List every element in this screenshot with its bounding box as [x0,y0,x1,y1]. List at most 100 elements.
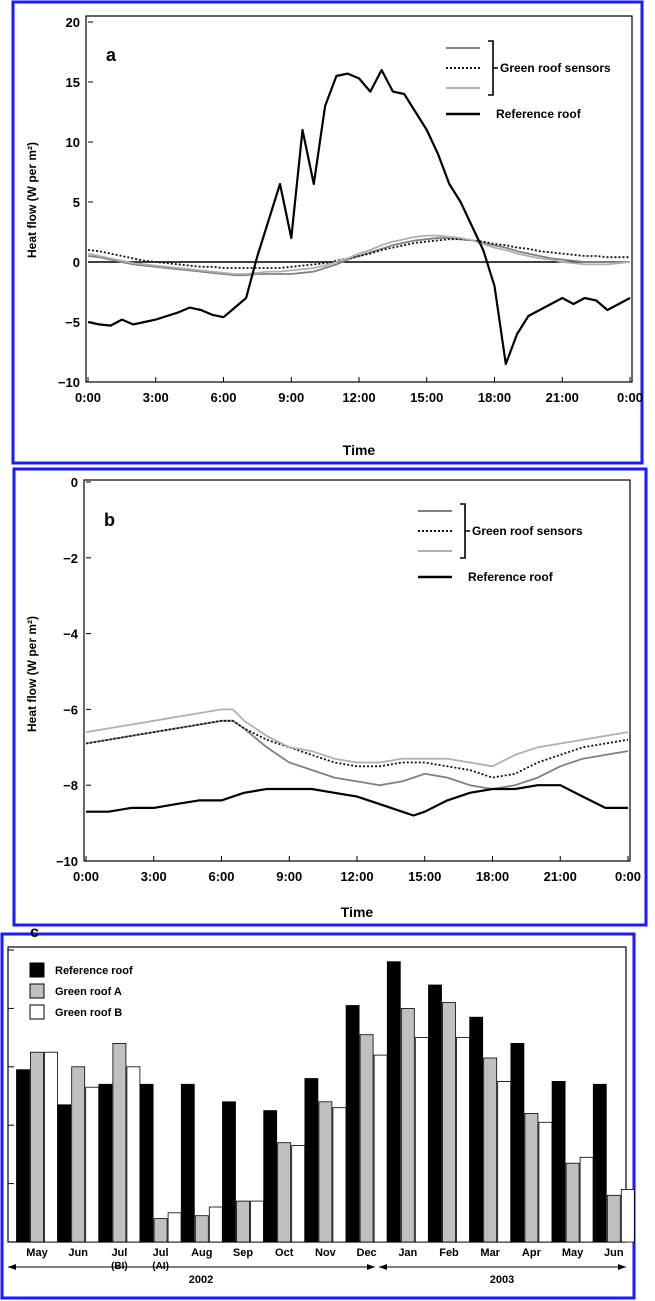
year-label: 2002 [189,1274,213,1286]
panel-b: b Heat flow (W per m²) Time Green roof s… [12,467,648,927]
series-line-green-2 [85,719,629,779]
legend-label-green: Green roof sensors [500,61,611,75]
bar-green-roof-a [194,1215,209,1243]
bar-green-roof-a [524,1113,539,1243]
bar-green-roof-b [497,1081,512,1243]
x-tick-label: 3:00 [143,390,169,405]
panel-c: c Reference roof Green roof A Green roof B… [0,924,636,1300]
x-tick-label: 0:00 [617,390,643,405]
bar-reference-roof [428,984,442,1243]
y-axis-label: Heat flow (W per m²) [25,142,39,258]
legend-swatch [29,962,45,978]
y-tick-label: 10 [66,135,80,150]
legend-label: Green roof A [55,986,122,998]
bar-green-roof-b [579,1156,594,1243]
bar-green-roof-a [236,1200,250,1243]
bar-reference-roof [304,1078,319,1243]
x-tick-label: 9:00 [276,869,302,884]
x-tick-label: Sep [233,1247,253,1259]
bar-reference-roof [98,1083,113,1243]
x-tick-label: Dec [357,1247,377,1259]
bar-green-roof-b [167,1212,182,1243]
legend-swatch [29,983,45,999]
x-tick-label: 15:00 [408,869,441,884]
series-line-green-1 [85,719,629,790]
series-line-green-3 [87,234,631,275]
legend-label: Reference roof [55,965,133,977]
y-tick-label: −5 [65,315,80,330]
x-tick-label: Nov [315,1247,337,1259]
bar-green-roof-b [208,1206,223,1243]
x-tick-label: Feb [439,1247,459,1259]
x-tick-label: May [26,1247,48,1259]
y-tick-label: 15 [66,75,80,90]
panel-label-a: a [106,45,117,65]
x-tick-label: Jun [68,1247,88,1259]
x-tick-label: 12:00 [340,869,373,884]
bar-green-roof-b [332,1107,347,1243]
legend: Green roof sensors Reference roof [418,503,583,584]
bar-green-roof-a [277,1142,292,1243]
panel-label-c: c [30,924,39,941]
x-tick-label: 0:00 [75,390,101,405]
bar-green-roof-a [112,1043,127,1243]
bar-green-roof-b [291,1145,306,1243]
bar-green-roof-a [318,1101,333,1243]
series-line-reference [86,784,628,817]
x-tick-label: 18:00 [478,390,511,405]
x-axis-label: Time [343,442,376,458]
y-tick-label: 0 [73,255,80,270]
x-tick-label: 12:00 [342,390,375,405]
y-tick-label: −8 [63,778,78,793]
bar-reference-roof [469,1016,484,1243]
series-line-reference [87,68,631,366]
legend: Green roof sensors Reference roof [446,40,611,121]
bar-green-roof-a [30,1051,44,1243]
bar-reference-roof [592,1083,607,1243]
bar-reference-roof [180,1083,195,1243]
x-tick-label: 21:00 [544,869,577,884]
legend-swatch [29,1004,45,1020]
x-tick-label: 6:00 [208,869,234,884]
legend-label-green: Green roof sensors [472,524,583,538]
bar-green-roof-b [538,1121,553,1243]
x-tick-label: 21:00 [546,390,579,405]
x-axis-label: Time [341,904,374,920]
x-tick-label: 0:00 [73,869,99,884]
bar-green-roof-b [414,1037,429,1243]
bar-reference-roof [510,1043,525,1243]
x-tick-label: Jul [111,1247,127,1259]
bar-reference-roof [263,1110,278,1243]
legend-bracket [460,503,470,559]
x-tick-label: Aug [191,1247,212,1259]
x-tick-label: 9:00 [278,390,304,405]
y-tick-label: −6 [63,702,78,717]
legend-label: Green roof B [55,1007,122,1019]
x-tick-label: Jun [604,1247,624,1259]
bar-green-roof-b [456,1037,470,1243]
x-tick-label: 0:00 [615,869,641,884]
series-line-green-3 [85,708,629,768]
bar-reference-roof [345,1005,360,1243]
x-tick-label: 15:00 [410,390,443,405]
y-tick-label: −4 [63,627,79,642]
y-tick-label: 5 [73,195,80,210]
year-axis: 2002 2003 [8,1264,626,1286]
y-tick-label: −10 [58,375,80,390]
x-tick-label: 18:00 [476,869,509,884]
x-tick-label: May [562,1247,584,1259]
x-tick-label: Jan [398,1247,417,1259]
bar-green-roof-b [85,1086,100,1243]
bar-green-roof-a [359,1034,374,1243]
y-tick-label: −2 [63,551,78,566]
legend-label-reference: Reference roof [496,107,582,121]
bar-green-roof-a [153,1218,168,1243]
year-label: 2003 [490,1274,514,1286]
x-tick-label: 3:00 [141,869,167,884]
bar-reference-roof [16,1069,30,1243]
y-tick-label: 0 [71,475,78,490]
y-tick-label: −10 [56,854,78,869]
bar-reference-roof [386,961,401,1243]
legend-label-reference: Reference roof [468,570,554,584]
